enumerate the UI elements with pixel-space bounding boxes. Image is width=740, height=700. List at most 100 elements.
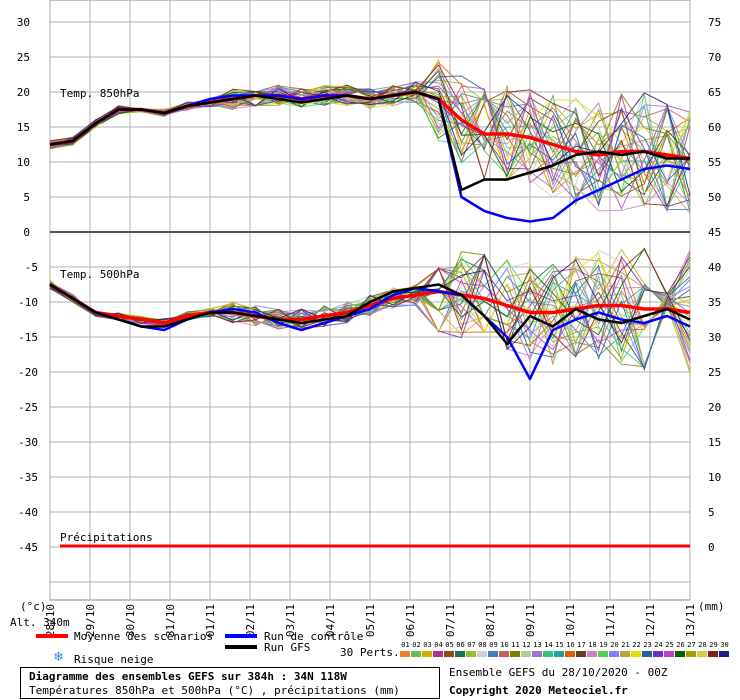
footer-info-box: Diagramme des ensembles GEFS sur 384h : …: [20, 667, 440, 699]
pert-color-swatch: [653, 651, 663, 657]
pert-color-swatch: [675, 651, 685, 657]
pert-number-label: 21: [621, 641, 630, 649]
pert-color-swatch: [400, 651, 410, 657]
y-tick-left: 0: [23, 226, 30, 239]
y-tick-right: 15: [708, 436, 721, 449]
pert-color-swatch: [433, 651, 443, 657]
altitude-label: Alt. 340m: [10, 616, 70, 629]
pert-color-swatch: [510, 651, 520, 657]
pert-color-swatch: [488, 651, 498, 657]
pert-number-label: 25: [665, 641, 674, 649]
y-tick-right: 25: [708, 366, 721, 379]
y-tick-right: 0: [708, 541, 715, 554]
y-tick-right: 5: [708, 506, 715, 519]
pert-number-label: 30: [720, 641, 729, 649]
x-tick-label: 07/11: [444, 604, 457, 637]
legend-gfs-line: [225, 645, 257, 649]
y-tick-right: 10: [708, 471, 721, 484]
pert-number-label: 24: [654, 641, 663, 649]
pert-number-label: 09: [489, 641, 498, 649]
pert-number-label: 22: [632, 641, 641, 649]
pert-number-label: 06: [456, 641, 465, 649]
y-tick-left: 5: [23, 191, 30, 204]
pert-color-swatch: [609, 651, 619, 657]
x-tick-label: 29/10: [84, 604, 97, 637]
pert-number-label: 17: [577, 641, 586, 649]
x-tick-label: 12/11: [644, 604, 657, 637]
x-tick-label: 01/11: [204, 604, 217, 637]
x-tick-label: 28/10: [44, 604, 57, 637]
pert-number-label: 04: [434, 641, 443, 649]
y-tick-left: -25: [18, 401, 38, 414]
pert-number-label: 26: [676, 641, 685, 649]
pert-number-label: 15: [555, 641, 564, 649]
x-tick-label: 10/11: [564, 604, 577, 637]
pert-number-label: 16: [566, 641, 575, 649]
y-tick-left: 20: [17, 86, 30, 99]
footer-subtitle: Températures 850hPa et 500hPa (°C) , pré…: [29, 684, 400, 697]
pert-number-label: 12: [522, 641, 531, 649]
pert-number-label: 07: [467, 641, 476, 649]
x-tick-label: 08/11: [484, 604, 497, 637]
pert-color-swatch: [686, 651, 696, 657]
pert-color-swatch: [411, 651, 421, 657]
pert-number-label: 13: [533, 641, 542, 649]
pert-number-label: 05: [445, 641, 454, 649]
legend-snow-label: Risque neige: [74, 653, 154, 666]
y-tick-right: 20: [708, 401, 721, 414]
x-tick-label: 05/11: [364, 604, 377, 637]
panel-500-label: Temp. 500hPa: [60, 268, 140, 281]
pert-number-label: 10: [500, 641, 509, 649]
pert-number-label: 08: [478, 641, 487, 649]
y-tick-left: -15: [18, 331, 38, 344]
legend-perts-label: 30 Perts.: [340, 646, 400, 659]
x-tick-label: 06/11: [404, 604, 417, 637]
x-tick-label: 04/11: [324, 604, 337, 637]
y-tick-right: 55: [708, 156, 721, 169]
pert-number-label: 20: [610, 641, 619, 649]
series-line: [49, 90, 690, 192]
pert-number-label: 01: [401, 641, 410, 649]
pert-color-swatch: [719, 651, 729, 657]
y-tick-left: 25: [17, 51, 30, 64]
pert-number-label: 19: [599, 641, 608, 649]
x-tick-label: 31/10: [164, 604, 177, 637]
pert-color-swatch: [422, 651, 432, 657]
legend-mean-line: [36, 634, 68, 638]
pert-number-label: 14: [544, 641, 553, 649]
legend-mean-label: Moyenne des scénarios: [74, 630, 214, 643]
legend-control-label: Run de contrôle: [264, 630, 364, 643]
panel-850-label: Temp. 850hPa: [60, 87, 140, 100]
pert-color-swatch: [455, 651, 465, 657]
pert-color-swatch: [642, 651, 652, 657]
y-tick-left: -40: [18, 506, 38, 519]
y-tick-right: 65: [708, 86, 721, 99]
pert-color-swatch: [697, 651, 707, 657]
x-tick-label: 02/11: [244, 604, 257, 637]
pert-color-swatch: [708, 651, 718, 657]
pert-number-label: 23: [643, 641, 652, 649]
pert-color-swatch: [499, 651, 509, 657]
y-tick-left: 10: [17, 156, 30, 169]
pert-color-swatch: [576, 651, 586, 657]
y-tick-left: -35: [18, 471, 38, 484]
y-tick-right: 40: [708, 261, 721, 274]
x-tick-label: 30/10: [124, 604, 137, 637]
y-tick-right: 45: [708, 226, 721, 239]
y-tick-left: 15: [17, 121, 30, 134]
pert-color-swatch: [477, 651, 487, 657]
y-tick-left: -30: [18, 436, 38, 449]
x-tick-label: 11/11: [604, 604, 617, 637]
pert-color-swatch: [598, 651, 608, 657]
perturbation-line: [49, 248, 691, 358]
pert-color-swatch: [444, 651, 454, 657]
perturbation-line: [49, 267, 691, 351]
y-tick-left: -10: [18, 296, 38, 309]
pert-color-swatch: [521, 651, 531, 657]
y-tick-left: -20: [18, 366, 38, 379]
series-line: [49, 283, 691, 346]
y-tick-right: 35: [708, 296, 721, 309]
y-tick-right: 60: [708, 121, 721, 134]
pert-color-swatch: [587, 651, 597, 657]
